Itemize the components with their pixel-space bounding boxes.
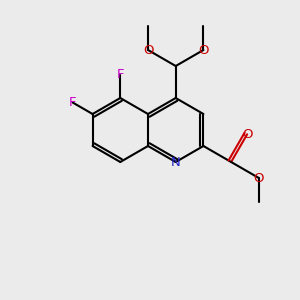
Text: O: O (198, 44, 209, 56)
Text: O: O (254, 172, 264, 184)
Text: O: O (143, 44, 153, 56)
Text: N: N (171, 155, 181, 169)
Text: O: O (242, 128, 252, 141)
Text: F: F (69, 96, 76, 109)
Text: F: F (116, 68, 124, 82)
